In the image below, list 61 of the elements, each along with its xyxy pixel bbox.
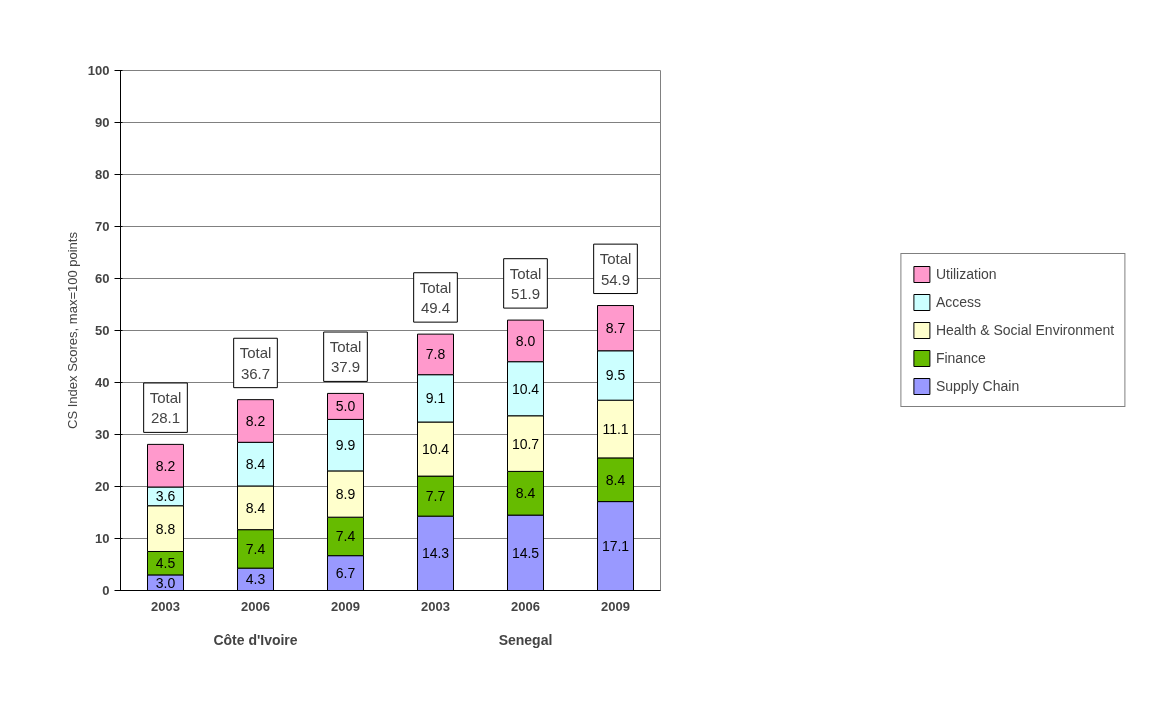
y-tick-label: 30 — [95, 427, 110, 442]
data-label: 8.4 — [605, 471, 626, 488]
y-tick-label: 50 — [95, 323, 110, 338]
x-tick-label: 2009 — [331, 598, 360, 614]
y-tick-label: 0 — [102, 583, 110, 598]
data-label: 8.4 — [245, 456, 266, 473]
total-label: Total 54.9 — [599, 250, 632, 288]
data-label: 8.7 — [605, 320, 626, 337]
data-label: 3.6 — [155, 488, 176, 505]
data-label: 10.4 — [511, 380, 540, 397]
data-label: 8.0 — [515, 332, 536, 349]
data-label: 14.5 — [511, 544, 540, 561]
data-label: 10.4 — [421, 441, 450, 458]
legend-label: Supply Chain — [935, 378, 1020, 394]
y-tick-label: 40 — [95, 375, 110, 390]
data-label: 5.0 — [335, 398, 356, 415]
total-label: Total 51.9 — [509, 264, 542, 303]
data-label: 7.7 — [425, 488, 446, 505]
y-tick-label: 20 — [95, 479, 110, 494]
legend-label: Health & Social Environment — [935, 322, 1115, 338]
x-tick-label: 2006 — [241, 598, 270, 614]
data-label: 4.5 — [155, 555, 176, 572]
data-label: 8.9 — [335, 486, 356, 503]
x-tick-label: 2009 — [601, 598, 630, 614]
data-label: 8.8 — [155, 520, 176, 537]
y-tick-label: 100 — [87, 63, 110, 78]
x-tick-label: 2006 — [511, 598, 540, 614]
data-label: 7.8 — [425, 346, 446, 363]
y-tick-label: 80 — [95, 167, 110, 182]
data-label: 9.1 — [425, 390, 446, 407]
data-label: 8.4 — [245, 499, 266, 516]
data-label: 8.2 — [245, 412, 266, 429]
data-label: 9.9 — [335, 437, 356, 454]
y-tick-label: 70 — [95, 219, 110, 234]
total-label: Total 49.4 — [419, 278, 452, 317]
data-label: 6.7 — [335, 565, 356, 582]
data-label: 10.7 — [511, 435, 540, 452]
data-label: 7.4 — [335, 528, 356, 545]
data-label: 11.1 — [602, 421, 629, 438]
total-label: Total 28.1 — [149, 388, 182, 427]
legend-label: Utilization — [935, 266, 997, 282]
text: Côte d'Ivoire — [213, 631, 298, 648]
x-tick-label: 2003 — [151, 598, 180, 614]
data-label: 7.4 — [245, 540, 266, 557]
x-tick-label: 2003 — [421, 598, 450, 614]
data-label: 4.3 — [245, 571, 266, 588]
y-tick-label: 60 — [95, 271, 110, 286]
data-label: 8.2 — [155, 457, 176, 474]
data-label: 3.0 — [155, 574, 176, 591]
legend-label: Finance — [935, 350, 986, 366]
y-axis-title: CS Index Scores, max=100 points — [64, 231, 80, 429]
total-label: Total 37.9 — [329, 338, 362, 376]
data-label: 8.4 — [515, 485, 536, 502]
data-label: 17.1 — [601, 538, 630, 555]
total-label: Total 36.7 — [239, 344, 272, 382]
data-label: 14.3 — [421, 545, 450, 562]
legend-label: Access — [935, 294, 982, 310]
y-tick-label: 10 — [95, 531, 110, 546]
y-tick-label: 90 — [95, 115, 110, 130]
data-label: 9.5 — [605, 367, 626, 384]
text: Senegal — [498, 631, 553, 648]
